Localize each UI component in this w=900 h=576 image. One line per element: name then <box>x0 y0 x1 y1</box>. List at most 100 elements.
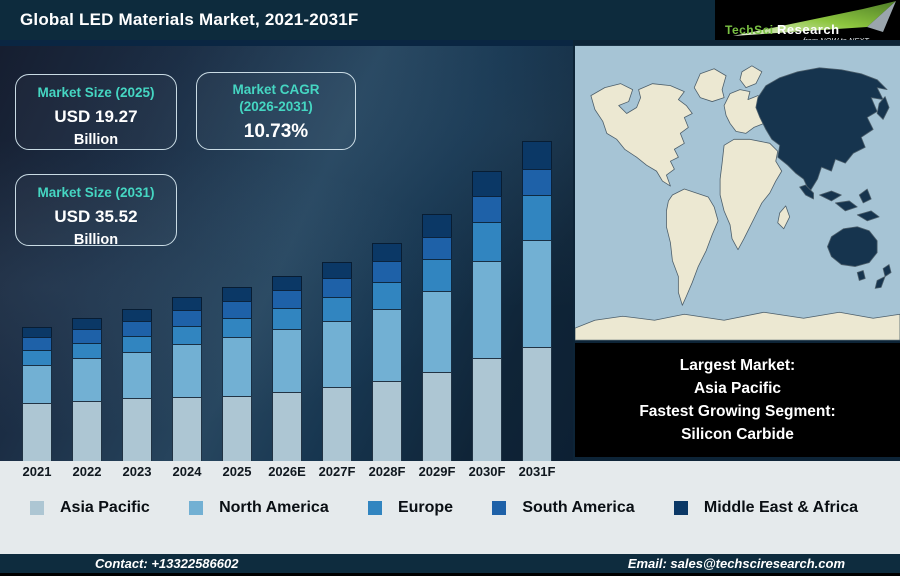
techsci-logo: TechSci Research from NOW to NEXT <box>715 0 900 45</box>
bar-segment-south-america <box>372 261 402 282</box>
bar-segment-north-america <box>372 308 402 381</box>
bar-segment-south-america <box>422 236 452 260</box>
stat-box-market-cagr: Market CAGR (2026-2031) 10.73% <box>196 72 356 150</box>
x-tick-2025: 2025 <box>222 464 252 479</box>
bar-segment-south-america <box>222 300 252 318</box>
bar-segment-south-america <box>472 196 502 222</box>
stacked-bar-plot <box>0 46 573 461</box>
bar-segment-europe <box>372 281 402 309</box>
bar-segment-north-america <box>472 261 502 358</box>
logo-brand-techsci: TechSci <box>725 23 774 37</box>
stat-label-line2: (2026-2031) <box>239 99 313 114</box>
bottom-strip: 2021 2022 2023 2024 2025 2026E 2027F 2028F 2029F… <box>0 461 900 554</box>
main-content: Market Size (2025) USD 19.27 Billion Mar… <box>0 40 900 461</box>
logo-brand-research: Research <box>777 22 840 37</box>
highlight-line: Fastest Growing Segment: <box>639 403 836 420</box>
world-map <box>575 45 900 341</box>
bar-segment-asia-pacific <box>422 371 452 461</box>
map-scandinavia <box>739 65 763 89</box>
bar-segment-europe <box>222 317 252 337</box>
bar-2027F <box>322 262 352 461</box>
bar-segment-europe <box>272 308 302 329</box>
bar-segment-asia-pacific <box>122 398 152 461</box>
contact-phone: Contact: +13322586602 <box>95 556 239 571</box>
bar-segment-asia-pacific <box>172 397 202 461</box>
legend-item-asia-pacific: Asia Pacific <box>30 499 150 517</box>
bar-segment-north-america <box>122 352 152 398</box>
map-asia-highlighted <box>755 67 888 193</box>
map-madagascar <box>777 205 791 230</box>
bar-segment-middle-east-africa <box>422 214 452 237</box>
x-tick-2023: 2023 <box>122 464 152 479</box>
legend-swatch <box>367 501 382 515</box>
chart-legend: Asia Pacific North America Europe South Ame… <box>0 499 900 517</box>
footer: Contact: +13322586602 Email: sales@techs… <box>0 554 900 573</box>
stat-value: 10.73% <box>243 121 309 142</box>
map-new-zealand <box>874 264 892 289</box>
bar-segment-south-america <box>322 278 352 298</box>
legend-swatch <box>492 501 507 515</box>
map-south-america <box>666 188 719 306</box>
bar-2024 <box>172 297 202 461</box>
bar-segment-south-america <box>272 290 302 309</box>
bar-segment-middle-east-africa <box>322 262 352 279</box>
map-new-guinea <box>856 210 880 222</box>
x-tick-2022: 2022 <box>72 464 102 479</box>
legend-swatch <box>30 501 44 515</box>
bar-segment-north-america <box>22 364 52 404</box>
legend-item-north-america: North America <box>189 499 329 517</box>
bar-segment-south-america <box>22 336 52 351</box>
right-panel: Largest Market: Asia Pacific Fastest Gro… <box>573 40 900 461</box>
bar-segment-south-america <box>122 320 152 336</box>
bar-segment-asia-pacific <box>522 346 552 461</box>
bar-segment-middle-east-africa <box>472 171 502 197</box>
bar-segment-north-america <box>172 344 202 398</box>
bar-2022 <box>72 317 102 461</box>
legend-swatch <box>673 501 688 515</box>
bar-2021 <box>22 326 52 461</box>
highlight-line: Largest Market: <box>679 357 796 374</box>
bar-segment-middle-east-africa <box>22 326 52 337</box>
bar-segment-north-america <box>322 320 352 388</box>
bar-segment-middle-east-africa <box>122 308 152 321</box>
page-title: Global LED Materials Market, 2021-2031F <box>20 10 359 29</box>
bar-segment-south-america <box>72 328 102 344</box>
bar-segment-middle-east-africa <box>172 297 202 310</box>
stat-label-line1: Market CAGR <box>232 82 320 97</box>
page-bottom-border <box>0 573 900 576</box>
bar-2023 <box>122 308 152 461</box>
bar-segment-north-america <box>272 328 302 392</box>
bar-2026E <box>272 275 302 461</box>
bar-segment-north-america <box>422 290 452 372</box>
map-southeast-asia-islands <box>799 184 872 212</box>
stat-value: USD 19.27 <box>54 107 138 126</box>
legend-label: Asia Pacific <box>60 499 150 516</box>
bar-segment-north-america <box>522 239 552 347</box>
header: Global LED Materials Market, 2021-2031F … <box>0 0 900 45</box>
bar-segment-middle-east-africa <box>222 287 252 301</box>
bar-segment-europe <box>122 335 152 353</box>
bar-segment-europe <box>472 221 502 262</box>
bar-segment-asia-pacific <box>272 391 302 461</box>
stat-unit: Billion <box>73 232 119 248</box>
x-axis: 2021 2022 2023 2024 2025 2026E 2027F 2028F 2029F… <box>0 461 573 485</box>
chart-area: Market Size (2025) USD 19.27 Billion Mar… <box>0 40 573 461</box>
bar-segment-south-america <box>172 309 202 327</box>
map-africa <box>719 138 783 251</box>
bar-segment-middle-east-africa <box>522 141 552 169</box>
x-tick-2029F: 2029F <box>418 464 456 479</box>
bar-segment-middle-east-africa <box>372 243 402 262</box>
legend-label: South America <box>522 499 635 516</box>
bar-segment-north-america <box>72 358 102 401</box>
legend-item-middle-east-africa: Middle East & Africa <box>673 499 858 517</box>
bar-2028F <box>372 243 402 461</box>
legend-item-south-america: South America <box>492 499 635 517</box>
map-japan <box>876 96 890 120</box>
x-tick-2024: 2024 <box>172 464 202 479</box>
bar-segment-europe <box>422 259 452 291</box>
legend-label: North America <box>219 499 329 516</box>
market-highlight-box: Largest Market: Asia Pacific Fastest Gro… <box>575 343 900 457</box>
stat-value: USD 35.52 <box>54 207 138 226</box>
bar-segment-europe <box>72 343 102 359</box>
bar-2030F <box>472 171 502 461</box>
